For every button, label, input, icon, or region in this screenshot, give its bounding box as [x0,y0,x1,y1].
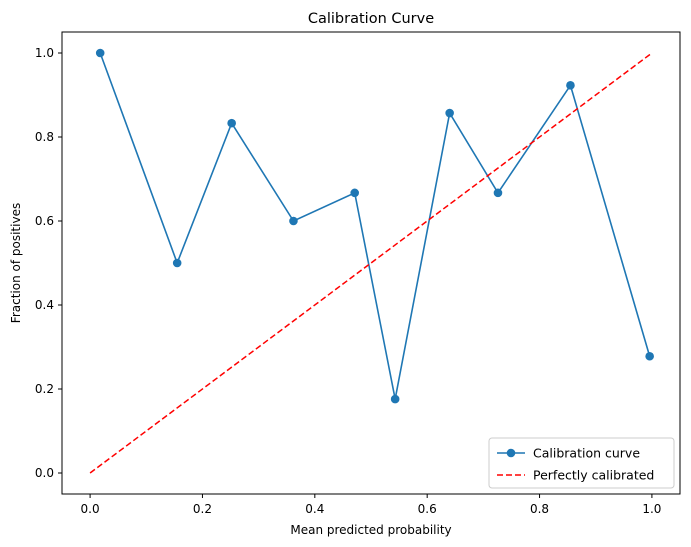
y-tick-label: 0.8 [35,130,54,144]
calibration-point [566,81,575,90]
calibration-point [350,188,360,198]
calibration-point [172,258,182,268]
y-axis-label: Fraction of positives [9,203,23,323]
y-tick-label: 0.4 [35,298,54,312]
legend-box [488,437,675,489]
x-tick-label: 0.4 [305,502,324,516]
x-tick-label: 0.6 [418,502,437,516]
x-tick-label: 0.0 [81,502,100,516]
legend-label: Perfectly calibrated [533,468,654,483]
legend-marker-calibration-curve [506,448,516,458]
x-axis-label: Mean predicted probability [290,523,451,537]
legend-label: Calibration curve [533,446,640,461]
y-tick-label: 1.0 [35,46,54,60]
x-tick-label: 0.8 [530,502,549,516]
axes-frame [61,31,681,495]
calibration-point [645,351,654,361]
chart-title: Calibration Curve [308,11,434,27]
calibration-point [390,394,400,404]
legend: Calibration curve Perfectly calibrated [488,437,675,489]
calibration-curve-line [99,52,651,400]
calibration-point [95,48,105,58]
x-tick-label: 1.0 [642,502,661,516]
y-tick-label: 0.0 [35,466,54,480]
y-tick-label: 0.2 [35,382,54,396]
y-tick-label: 0.6 [35,214,54,228]
calibration-point [227,118,236,128]
calibration-point [445,108,454,118]
calibration-point [493,188,503,198]
calibration-point [289,216,298,226]
plot-area: 0.0 0.2 0.4 0.6 0.8 1.0 0.0 0.2 0.4 0.6 0.8 1.0 [35,31,681,516]
x-tick-label: 0.2 [193,502,212,516]
